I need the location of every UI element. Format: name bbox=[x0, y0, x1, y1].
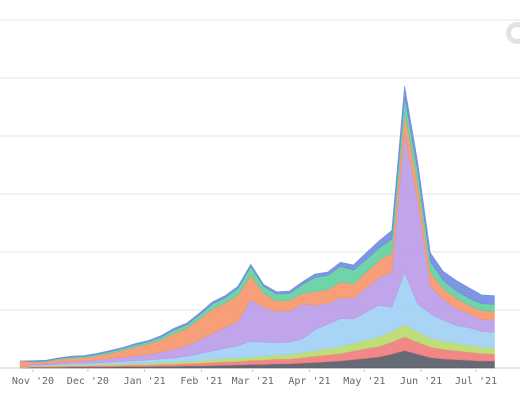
loading-ring-icon bbox=[506, 22, 520, 46]
x-tick-label: Jan '21 bbox=[124, 376, 166, 387]
x-tick-label: Apr '21 bbox=[288, 376, 330, 387]
x-tick-label: Dec '20 bbox=[67, 376, 109, 387]
x-tick-label: Mar '21 bbox=[232, 376, 274, 387]
area-series-8 bbox=[20, 86, 495, 362]
x-tick-label: Jun '21 bbox=[400, 376, 442, 387]
x-tick-label: May '21 bbox=[343, 376, 385, 387]
x-tick-label: Feb '21 bbox=[180, 376, 222, 387]
x-tick-label: Nov '20 bbox=[12, 376, 54, 387]
area-layer bbox=[19, 86, 495, 369]
x-tick-label: Jul '21 bbox=[455, 376, 497, 387]
axis-layer: Nov '20 Dec '20 Jan '21 Feb '21 Mar '21 Apr '… bbox=[12, 368, 497, 387]
